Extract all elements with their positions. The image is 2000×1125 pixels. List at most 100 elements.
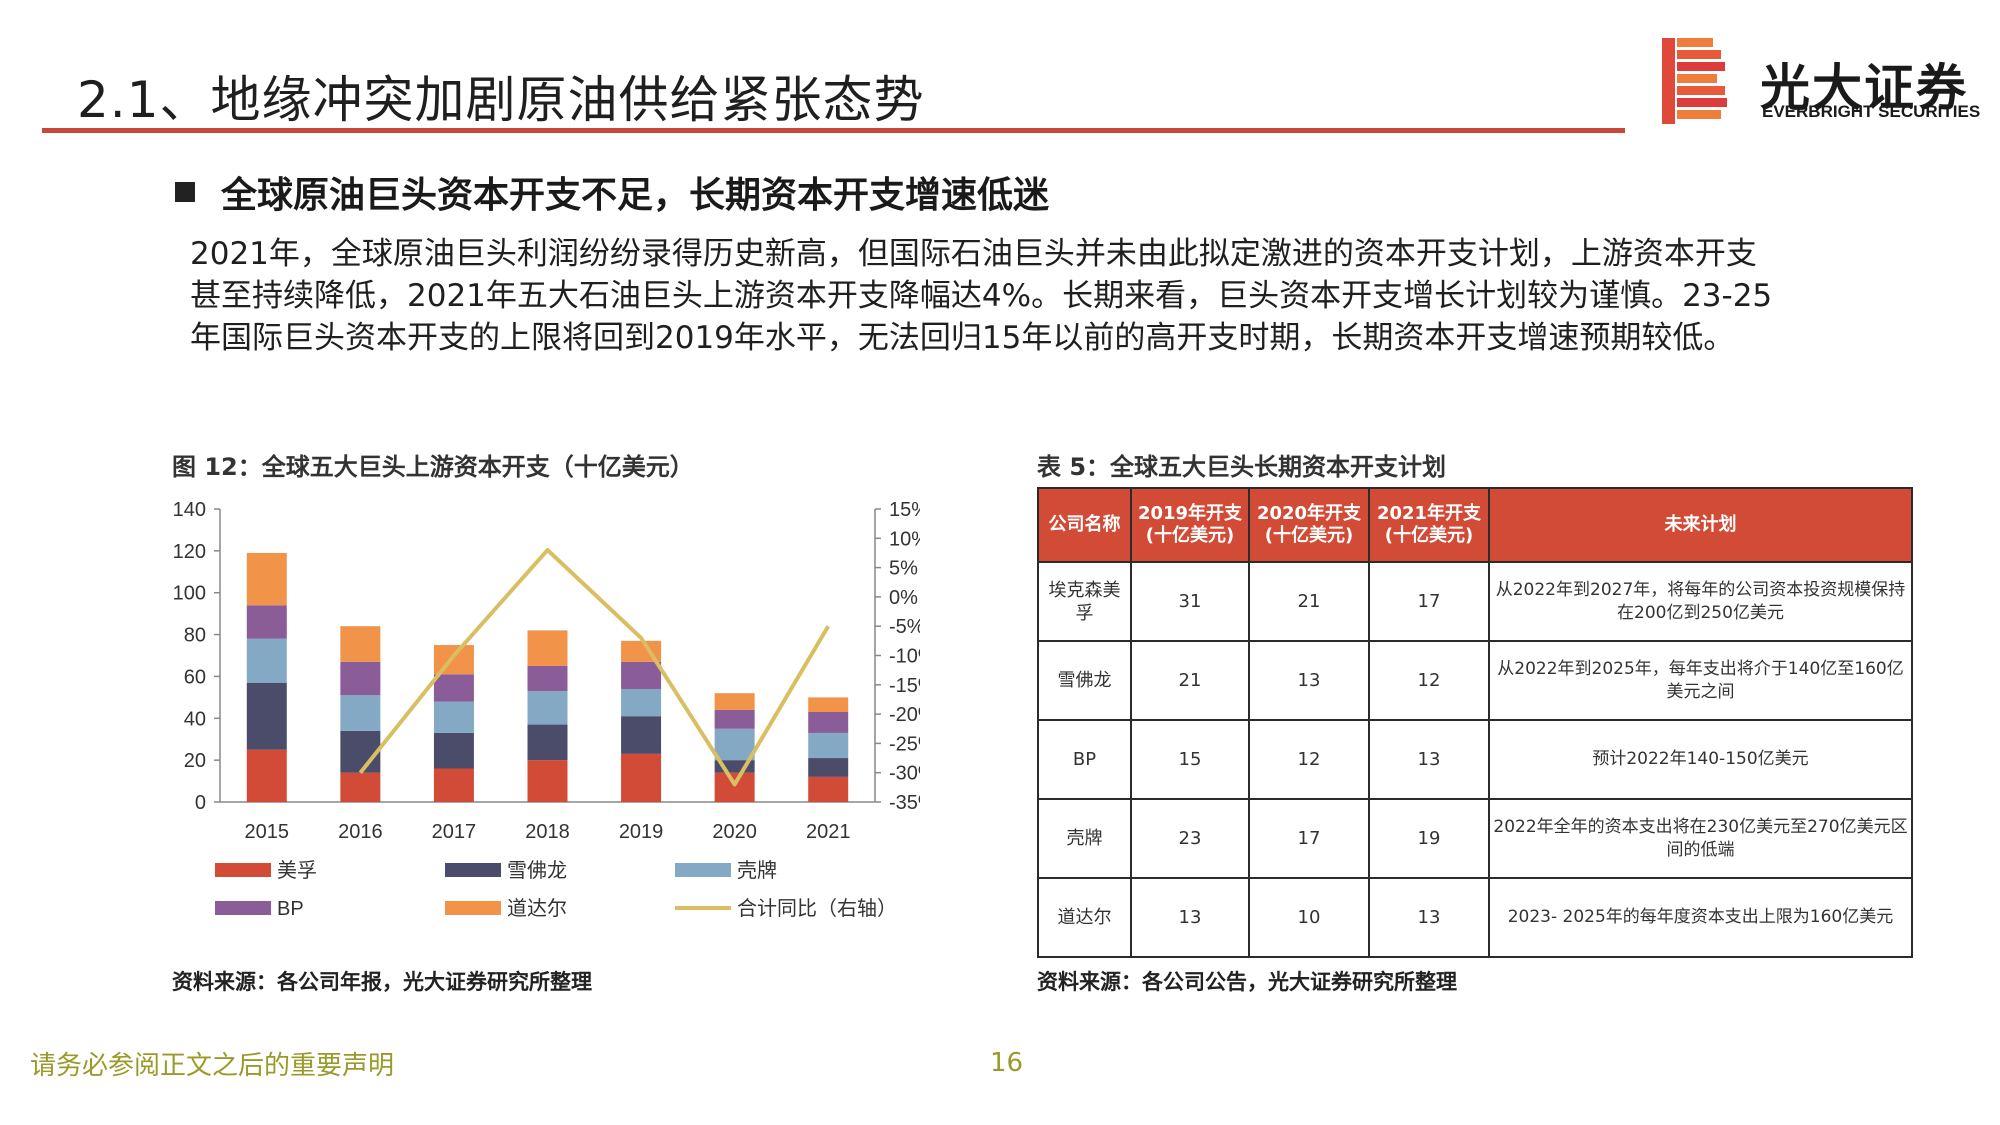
bar-segment bbox=[433, 674, 474, 702]
cell-2020: 21 bbox=[1248, 561, 1370, 642]
header-company: 公司名称 bbox=[1037, 487, 1132, 563]
cell-plan: 2023- 2025年的每年度资本支出上限为160亿美元 bbox=[1488, 877, 1913, 958]
cell-company: 雪佛龙 bbox=[1037, 640, 1132, 721]
paragraph-line: 2021年，全球原油巨头利润纷纷录得历史新高，但国际石油巨头并未由此拟定激进的资… bbox=[190, 236, 1757, 272]
section-bullet: 全球原油巨头资本开支不足，长期资本开支增速低迷 bbox=[175, 166, 1049, 218]
cell-company: BP bbox=[1037, 719, 1132, 800]
bar-segment bbox=[621, 753, 662, 802]
y-tick-label: 120 bbox=[173, 541, 206, 563]
x-tick-label: 2015 bbox=[245, 821, 289, 843]
bar-segment bbox=[808, 776, 849, 802]
legend-swatch bbox=[215, 901, 271, 915]
bar-segment bbox=[340, 626, 381, 662]
cell-2019: 23 bbox=[1130, 798, 1250, 879]
y2-tick-label: -20% bbox=[889, 704, 920, 726]
bar-segment bbox=[714, 728, 755, 761]
body-paragraph: 2021年，全球原油巨头利润纷纷录得历史新高，但国际石油巨头并未由此拟定激进的资… bbox=[190, 233, 1890, 359]
cell-2020: 12 bbox=[1248, 719, 1370, 800]
y2-tick-label: -35% bbox=[889, 792, 920, 814]
figure-source: 资料来源：各公司年报，光大证券研究所整理 bbox=[172, 970, 592, 994]
bar-segment bbox=[246, 552, 287, 606]
y-tick-label: 140 bbox=[173, 499, 206, 521]
bar-segment bbox=[714, 693, 755, 710]
legend-label: 道达尔 bbox=[507, 897, 567, 920]
x-tick-label: 2021 bbox=[806, 821, 851, 843]
bar-segment bbox=[621, 688, 662, 717]
cell-company: 壳牌 bbox=[1037, 798, 1132, 879]
cell-plan: 预计2022年140-150亿美元 bbox=[1488, 719, 1913, 800]
bar-segment bbox=[246, 749, 287, 802]
bullet-heading: 全球原油巨头资本开支不足，长期资本开支增速低迷 bbox=[221, 175, 1050, 216]
cell-2019: 15 bbox=[1130, 719, 1250, 800]
legend-swatch bbox=[215, 863, 271, 877]
legend-swatch bbox=[445, 863, 501, 877]
header-2021: 2021年开支 (十亿美元) bbox=[1368, 487, 1490, 563]
x-tick-label: 2016 bbox=[338, 821, 383, 843]
header-2019: 2019年开支 (十亿美元) bbox=[1130, 487, 1250, 563]
bar-segment bbox=[621, 716, 662, 754]
paragraph-line: 年国际巨头资本开支的上限将回到2019年水平，无法回归15年以前的高开支时期，长… bbox=[190, 320, 1735, 356]
bar-segment bbox=[714, 709, 755, 729]
y2-tick-label: 15% bbox=[889, 499, 920, 521]
cell-company: 道达尔 bbox=[1037, 877, 1132, 958]
bar-segment bbox=[808, 758, 849, 777]
bar-segment bbox=[340, 661, 381, 696]
table-source: 资料来源：各公司公告，光大证券研究所整理 bbox=[1037, 970, 1457, 994]
page-number: 16 bbox=[990, 1048, 1024, 1078]
y2-tick-label: -30% bbox=[889, 763, 920, 785]
bar-segment bbox=[808, 697, 849, 713]
bar-segment bbox=[527, 665, 568, 692]
bar-segment bbox=[433, 701, 474, 733]
bar-segment bbox=[527, 691, 568, 725]
capex-plan-table: 公司名称 2019年开支 (十亿美元) 2020年开支 (十亿美元) 2021年… bbox=[1037, 487, 1913, 958]
x-tick-label: 2020 bbox=[712, 821, 757, 843]
cell-company: 埃克森美孚 bbox=[1037, 561, 1132, 642]
bar-segment bbox=[714, 772, 755, 802]
company-logo: 光大证券 EVERBRIGHT SECURITIES bbox=[1660, 36, 1980, 136]
cell-2019: 13 bbox=[1130, 877, 1250, 958]
cell-2021: 13 bbox=[1368, 719, 1490, 800]
cell-2019: 21 bbox=[1130, 640, 1250, 721]
logo-chinese-name: 光大证券 bbox=[1760, 59, 1968, 117]
bar-segment bbox=[340, 772, 381, 802]
bar-segment bbox=[433, 768, 474, 802]
everbright-logo-icon bbox=[1662, 38, 1727, 124]
table-row: 埃克森美孚 31 21 17 从2022年到2027年，将每年的公司资本投资规模… bbox=[1037, 561, 1913, 642]
cell-plan: 2022年全年的资本支出将在230亿美元至270亿美元区间的低端 bbox=[1488, 798, 1913, 879]
cell-2019: 31 bbox=[1130, 561, 1250, 642]
y-tick-label: 20 bbox=[184, 750, 206, 772]
bar-segment bbox=[621, 661, 662, 689]
page-title: 2.1、地缘冲突加剧原油供给紧张态势 bbox=[77, 71, 925, 129]
title-divider bbox=[42, 128, 1625, 133]
cell-2021: 17 bbox=[1368, 561, 1490, 642]
y-tick-label: 100 bbox=[173, 583, 206, 605]
cell-plan: 从2022年到2027年，将每年的公司资本投资规模保持在200亿到250亿美元 bbox=[1488, 561, 1913, 642]
bar-segment bbox=[527, 724, 568, 761]
y2-tick-label: -5% bbox=[889, 616, 920, 638]
y-tick-label: 0 bbox=[195, 792, 206, 814]
y-tick-label: 60 bbox=[184, 666, 206, 688]
cell-2021: 13 bbox=[1368, 877, 1490, 958]
logo-english-name: EVERBRIGHT SECURITIES bbox=[1762, 102, 1981, 121]
capex-chart: 0 20 40 60 80 100 120 140 -35% -30% -25% -20% -15% -1… bbox=[173, 499, 920, 920]
cell-plan: 从2022年到2025年，每年支出将介于140亿至160亿美元之间 bbox=[1488, 640, 1913, 721]
legend-swatch bbox=[445, 901, 501, 915]
legend-label: 壳牌 bbox=[737, 859, 777, 882]
bar-segment bbox=[246, 682, 287, 750]
cell-2020: 13 bbox=[1248, 640, 1370, 721]
bar-segment bbox=[527, 630, 568, 666]
table-row: 壳牌 23 17 19 2022年全年的资本支出将在230亿美元至270亿美元区… bbox=[1037, 798, 1913, 879]
bar-segment bbox=[808, 732, 849, 759]
table-header-row: 公司名称 2019年开支 (十亿美元) 2020年开支 (十亿美元) 2021年… bbox=[1037, 487, 1913, 563]
x-tick-label: 2019 bbox=[619, 821, 664, 843]
cell-2021: 19 bbox=[1368, 798, 1490, 879]
legend-label: BP bbox=[277, 898, 304, 920]
header-plan: 未来计划 bbox=[1488, 487, 1913, 563]
header-2020: 2020年开支 (十亿美元) bbox=[1248, 487, 1370, 563]
y2-tick-label: 10% bbox=[889, 528, 920, 550]
legend-label: 雪佛龙 bbox=[507, 859, 567, 882]
legend-swatch bbox=[675, 863, 731, 877]
x-tick-label: 2018 bbox=[525, 821, 570, 843]
legend-label: 合计同比（右轴） bbox=[737, 897, 897, 920]
y2-tick-label: 0% bbox=[889, 587, 918, 609]
